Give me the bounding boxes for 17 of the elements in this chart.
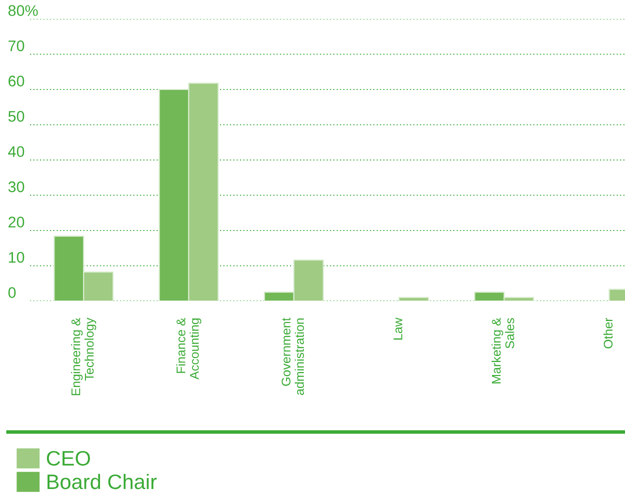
x-tick-label: Marketing & Sales [492,318,514,384]
y-tick-label: 20 [8,216,24,228]
y-tick-label: 10 [8,252,24,263]
y-tick-label: 30 [8,181,24,192]
x-tick-label: Other [603,318,613,348]
y-tick-label: 40 [8,146,24,157]
x-tick-label: Finance & Accounting [176,318,202,380]
x-tick-label: Government administration [282,318,304,395]
y-tick-label: 60 [8,76,24,86]
legend-label: Board Chair [48,474,157,490]
y-tick-label: 70 [8,40,24,52]
x-tick-label: Engineering & Technology [71,318,96,396]
y-tick-label: 50 [8,110,24,122]
x-tick-label: Law [394,318,402,340]
y-tick-label: 0 [8,287,16,298]
legend-label: CEO [46,450,90,466]
y-tick-label: 80% [8,5,38,16]
